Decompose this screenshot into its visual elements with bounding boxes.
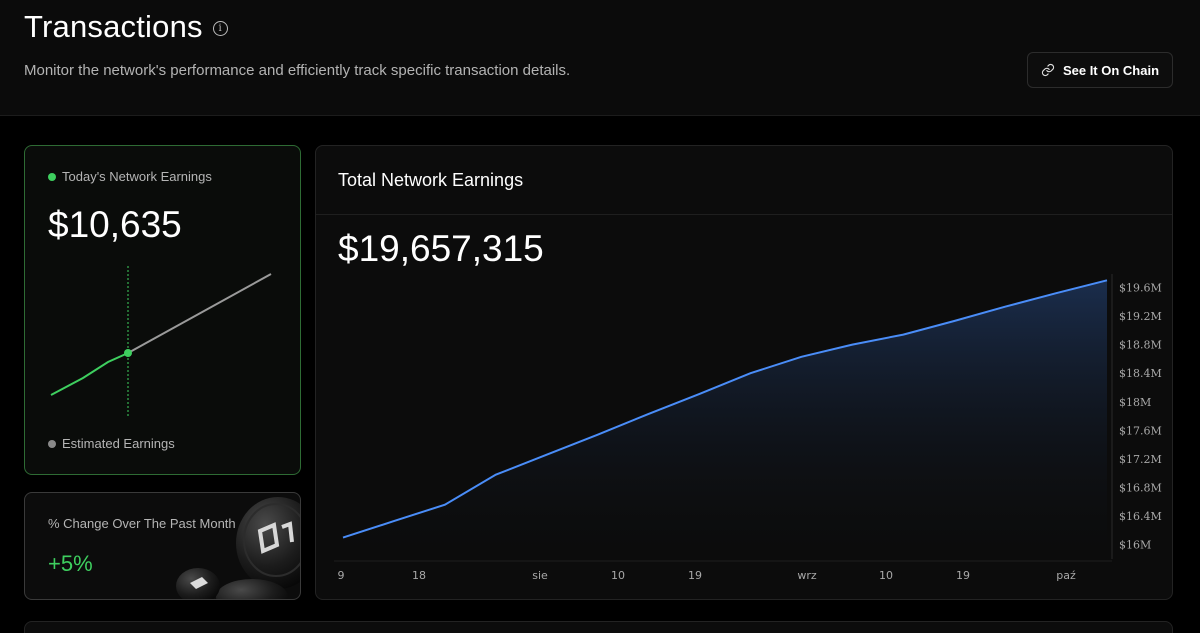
x-tick-label: 10	[611, 569, 625, 582]
x-tick-label: 18	[412, 569, 426, 582]
y-tick-label: $18.4M	[1119, 367, 1162, 380]
y-tick-label: $18.8M	[1119, 339, 1162, 352]
page-title-text: Transactions	[24, 9, 203, 44]
monthly-change-card: % Change Over The Past Month +5%	[24, 492, 301, 600]
total-earnings-value: $19,657,315	[338, 228, 544, 269]
x-tick-label: 10	[879, 569, 893, 582]
coins-illustration	[176, 497, 300, 599]
estimated-earnings-legend: Estimated Earnings	[48, 436, 175, 451]
x-tick-label: sie	[532, 569, 548, 582]
see-it-on-chain-label: See It On Chain	[1062, 62, 1160, 78]
actual-earnings-dot	[48, 172, 56, 181]
monthly-change-value: +5%	[48, 551, 93, 576]
page-title: Transactions i	[24, 9, 228, 45]
y-tick-label: $19.2M	[1119, 310, 1162, 323]
total-earnings-chart: $16M $16.4M $16.8M $17.2M $17.6M $18M $18.4M $1…	[334, 274, 1162, 582]
info-icon[interactable]: i	[212, 20, 228, 36]
y-tick-label: $16.4M	[1119, 510, 1162, 523]
page-header: Transactions i Monitor the network's per…	[0, 0, 1200, 116]
actual-earnings-line	[50, 352, 129, 396]
estimated-earnings-dot	[48, 439, 56, 448]
monthly-change-label: % Change Over The Past Month	[48, 516, 236, 531]
total-earnings-divider	[316, 214, 1172, 215]
y-tick-label: $19.6M	[1119, 281, 1162, 294]
earnings-area-fill	[343, 280, 1107, 559]
today-earnings-label-text: Today's Network Earnings	[62, 169, 212, 184]
x-tick-label: 19	[956, 569, 970, 582]
link-icon	[1041, 63, 1055, 77]
page-subtitle: Monitor the network's performance and ef…	[24, 62, 571, 79]
x-tick-label: paź	[1056, 569, 1076, 582]
see-it-on-chain-button[interactable]: See It On Chain	[1027, 52, 1173, 88]
estimated-earnings-label: Estimated Earnings	[62, 436, 175, 451]
today-earnings-value: $10,635	[48, 204, 182, 245]
total-earnings-card: Total Network Earnings $19,657,315 $16M $…	[315, 145, 1173, 600]
bottom-panel	[24, 621, 1173, 633]
now-marker-point	[124, 349, 132, 357]
today-earnings-card: Today's Network Earnings $10,635 Estimat…	[24, 145, 301, 475]
y-tick-label: $16M	[1119, 539, 1151, 552]
earnings-series-line	[342, 279, 1108, 539]
x-tick-label: 19	[688, 569, 702, 582]
total-earnings-title: Total Network Earnings	[338, 170, 524, 190]
x-tick-label: wrz	[797, 569, 817, 582]
x-tick-label: 9	[338, 569, 345, 582]
y-tick-label: $17.2M	[1119, 453, 1162, 466]
y-tick-label: $18M	[1119, 396, 1151, 409]
y-tick-label: $16.8M	[1119, 482, 1162, 495]
today-earnings-label: Today's Network Earnings	[48, 169, 212, 184]
today-earnings-sparkline	[50, 266, 272, 418]
estimated-earnings-line	[127, 273, 272, 354]
y-tick-label: $17.6M	[1119, 424, 1162, 437]
